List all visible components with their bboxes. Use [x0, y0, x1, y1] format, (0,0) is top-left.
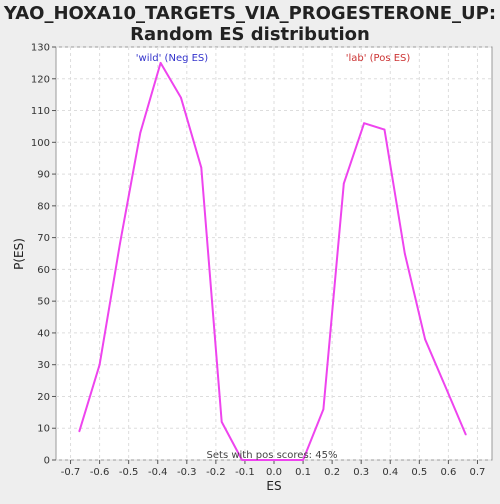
y-tick-label: 130: [31, 43, 50, 54]
chart-subtitle: Random ES distribution: [130, 24, 370, 45]
data-point: [241, 459, 243, 461]
x-tick-label: 0.5: [411, 467, 427, 478]
y-tick-label: 100: [31, 138, 50, 149]
x-tick-label: 0.6: [440, 467, 456, 478]
x-tick-label: -0.5: [119, 467, 139, 478]
y-tick-label: 20: [37, 392, 50, 403]
x-tick-label: 0.7: [470, 467, 486, 478]
x-tick-label: -0.2: [206, 467, 226, 478]
y-axis-label: P(ES): [12, 238, 26, 270]
data-point: [119, 243, 121, 245]
y-tick-label: 90: [37, 170, 50, 181]
x-tick-label: 0.4: [382, 467, 398, 478]
x-tick-label: -0.7: [61, 467, 81, 478]
x-tick-label: -0.6: [90, 467, 110, 478]
x-axis-label: ES: [266, 479, 281, 493]
x-tick-label: 0.3: [353, 467, 369, 478]
y-tick-label: 60: [37, 265, 50, 276]
data-point: [444, 386, 447, 388]
x-tick-label: -0.4: [148, 467, 168, 478]
x-tick-label: 0.1: [295, 467, 311, 478]
data-point: [159, 62, 162, 64]
x-tick-label: 0.0: [266, 467, 282, 478]
x-tick-label: 0.2: [324, 467, 340, 478]
y-tick-label: 50: [37, 297, 50, 308]
y-tick-label: 120: [31, 74, 50, 85]
data-point: [281, 459, 284, 461]
x-tick-label: -0.3: [177, 467, 197, 478]
annotation-pos-scores: Sets with pos scores: 45%: [207, 450, 338, 461]
series-layer: [78, 61, 467, 461]
annotation-neg-es: 'wild' (Neg ES): [136, 53, 208, 64]
y-tick-label: 110: [31, 106, 50, 117]
data-point: [261, 459, 264, 461]
data-point: [404, 252, 406, 255]
data-point: [342, 182, 345, 185]
data-point: [465, 433, 467, 436]
data-point: [180, 97, 182, 99]
data-point: [322, 408, 325, 410]
y-tick-label: 10: [37, 424, 50, 435]
data-point: [139, 131, 142, 134]
grid: [56, 46, 492, 461]
y-tick-label: 80: [37, 201, 50, 212]
data-point: [98, 363, 101, 366]
data-point: [302, 459, 304, 461]
chart-title: YAO_HOXA10_TARGETS_VIA_PROGESTERONE_UP:: [3, 3, 496, 24]
annotation-pos-es: 'lab' (Pos ES): [346, 53, 411, 64]
data-point: [220, 421, 223, 423]
y-tick-label: 30: [37, 360, 50, 371]
y-tick-label: 0: [44, 456, 50, 467]
data-point: [78, 430, 81, 433]
data-point: [383, 128, 386, 131]
y-tick-label: 40: [37, 328, 50, 339]
data-point: [363, 122, 365, 125]
x-tick-label: -0.1: [235, 467, 255, 478]
data-point: [424, 338, 426, 341]
y-tick-label: 70: [37, 233, 50, 244]
data-point: [200, 166, 203, 169]
series-line: [78, 61, 467, 461]
